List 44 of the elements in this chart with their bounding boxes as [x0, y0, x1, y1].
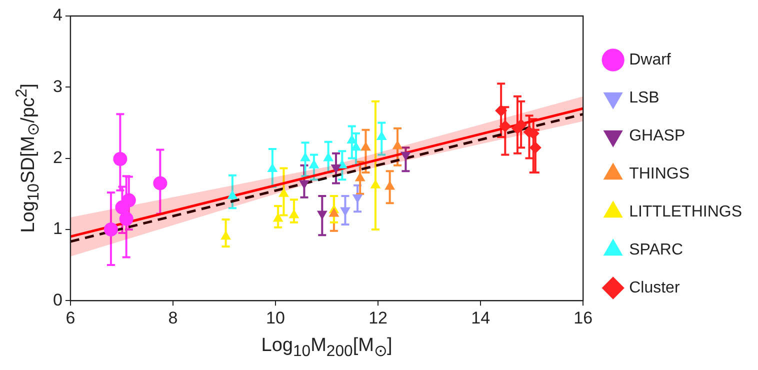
point — [354, 172, 366, 182]
point — [153, 176, 168, 190]
point — [360, 142, 371, 151]
x-tick-label: 16 — [574, 308, 593, 328]
point — [529, 142, 542, 154]
x-axis-title: Log$_{10}$M$_{200}$[M$_{⊙}$] — [261, 334, 392, 360]
point — [495, 104, 508, 117]
y-tick-label: 3 — [52, 76, 62, 96]
point — [323, 152, 334, 162]
point — [278, 188, 289, 197]
y-tick-label: 4 — [52, 6, 62, 25]
y-tick-label: 0 — [52, 290, 62, 310]
legend-label: THINGS — [629, 165, 690, 182]
point — [119, 212, 134, 226]
point — [308, 159, 320, 168]
legend-label: GHASP — [629, 127, 686, 144]
point — [300, 152, 310, 162]
point — [227, 190, 238, 200]
legend-label: LITTLETHINGS — [629, 203, 742, 220]
point — [267, 162, 278, 172]
legend-label: LSB — [629, 89, 660, 106]
point — [346, 134, 358, 144]
x-tick-label: 6 — [66, 308, 76, 328]
point — [376, 130, 387, 140]
legend-label: Dwarf — [629, 51, 672, 68]
point — [499, 120, 512, 132]
point — [384, 180, 396, 190]
point — [288, 209, 300, 218]
point — [104, 222, 118, 236]
x-tick-label: 14 — [471, 308, 490, 328]
point — [122, 193, 136, 208]
point — [272, 212, 284, 222]
x-tick-label: 8 — [168, 308, 178, 328]
legend-label: SPARC — [629, 241, 684, 258]
point — [370, 179, 381, 188]
point — [328, 208, 340, 217]
legend-label: Cluster — [629, 279, 680, 296]
point — [515, 118, 528, 131]
x-tick-label: 12 — [368, 308, 388, 328]
y-tick-label: 1 — [52, 219, 62, 238]
y-tick-label: 2 — [52, 148, 62, 167]
point — [220, 230, 231, 240]
x-tick-label: 10 — [266, 308, 285, 328]
point — [113, 152, 128, 166]
